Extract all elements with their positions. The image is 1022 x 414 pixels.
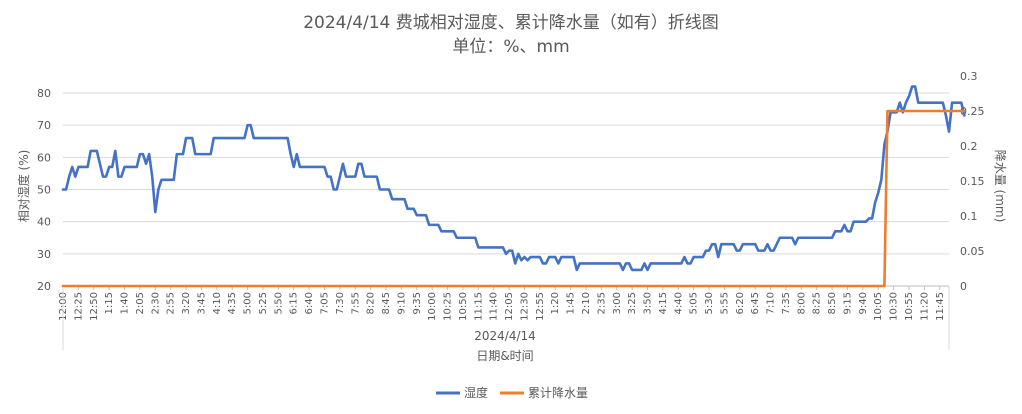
series-line-precipitation <box>61 109 966 288</box>
y-axis-right-ticks: 0 0.05 0.1 0.15 0.2 0.25 0.3 <box>960 70 985 293</box>
y-axis-left-ticks: 20 30 40 50 60 70 80 <box>37 87 51 293</box>
x-tick-label: 4:10 <box>212 292 223 314</box>
y-right-tick-label: 0.3 <box>960 70 978 83</box>
y-left-tick-label: 30 <box>37 248 51 261</box>
legend-label-precipitation: 累计降水量 <box>528 386 588 400</box>
y-left-tick-label: 80 <box>37 87 51 100</box>
x-tick-label: 5:00 <box>243 292 254 314</box>
x-tick-label: 2:55 <box>166 292 177 314</box>
x-tick-label: 9:35 <box>412 292 423 314</box>
x-tick-label: 9:40 <box>858 292 869 314</box>
y-right-tick-label: 0.2 <box>960 140 978 153</box>
x-tick-label: 5:05 <box>689 292 700 314</box>
x-tick-label: 7:35 <box>781 292 792 314</box>
x-tick-label: 1:15 <box>104 292 115 314</box>
x-tick-label: 2:30 <box>150 292 161 314</box>
x-tick-label: 6:40 <box>304 292 315 314</box>
y-right-tick-label: 0.1 <box>960 210 978 223</box>
series-layer <box>61 85 966 288</box>
x-tick-label: 10:30 <box>889 292 900 321</box>
y-axis-right-label: 降水量 (mm) <box>993 150 1007 223</box>
x-tick-label: 10:05 <box>873 292 884 321</box>
x-tick-label: 3:25 <box>627 292 638 314</box>
x-tick-label: 7:10 <box>766 292 777 314</box>
x-tick-label: 9:15 <box>842 292 853 314</box>
legend-label-humidity: 湿度 <box>464 385 488 400</box>
x-tick-label: 12:30 <box>519 292 530 321</box>
x-tick-label: 6:15 <box>289 292 300 314</box>
x-tick-label: 4:40 <box>673 292 684 314</box>
x-tick-label: 6:45 <box>750 292 761 314</box>
x-tick-label: 10:50 <box>458 292 469 321</box>
y-left-tick-label: 40 <box>37 216 51 229</box>
x-tick-label: 11:15 <box>473 292 484 321</box>
x-tick-label: 12:05 <box>504 292 515 321</box>
x-tick-label: 1:45 <box>566 292 577 314</box>
x-tick-label: 10:55 <box>904 292 915 321</box>
x-tick-label: 9:10 <box>396 292 407 314</box>
x-tick-label: 5:55 <box>719 292 730 314</box>
legend: 湿度 累计降水量 <box>436 385 588 400</box>
y-left-tick-label: 70 <box>37 119 51 132</box>
y-right-tick-label: 0.15 <box>960 175 985 188</box>
x-tick-label: 5:30 <box>704 292 715 314</box>
x-tick-label: 5:50 <box>273 292 284 314</box>
x-tick-label: 11:45 <box>935 292 946 321</box>
y-right-tick-label: 0.05 <box>960 245 985 258</box>
y-right-tick-label: 0.25 <box>960 105 985 118</box>
x-tick-label: 3:50 <box>643 292 654 314</box>
x-tick-label: 8:25 <box>812 292 823 314</box>
x-tick-label: 11:20 <box>919 292 930 321</box>
y-left-tick-label: 60 <box>37 151 51 164</box>
x-tick-label: 12:25 <box>73 292 84 321</box>
x-tick-label: 4:35 <box>227 292 238 314</box>
x-tick-label: 1:20 <box>550 292 561 314</box>
chart-subtitle: 单位：%、mm <box>452 37 569 57</box>
x-tick-label: 4:15 <box>658 292 669 314</box>
x-tick-label: 1:40 <box>120 292 131 314</box>
x-tick-label: 12:50 <box>89 292 100 321</box>
x-tick-label: 3:45 <box>196 292 207 314</box>
x-axis-label: 日期&时间 <box>476 349 533 363</box>
x-tick-label: 3:20 <box>181 292 192 314</box>
x-tick-label: 2:10 <box>581 292 592 314</box>
y-left-tick-label: 20 <box>37 280 51 293</box>
y-left-tick-label: 50 <box>37 184 51 197</box>
x-tick-label: 5:25 <box>258 292 269 314</box>
x-tick-label: 2:05 <box>135 292 146 314</box>
x-tick-label: 7:05 <box>319 292 330 314</box>
x-tick-label: 8:20 <box>366 292 377 314</box>
y-right-tick-label: 0 <box>960 280 967 293</box>
x-tick-label: 6:20 <box>735 292 746 314</box>
series-line-humidity <box>61 85 966 272</box>
y-axis-left-label: 相对湿度 (%) <box>16 150 31 223</box>
x-tick-label: 8:45 <box>381 292 392 314</box>
gridlines <box>63 92 949 287</box>
x-tick-label: 12:55 <box>535 292 546 321</box>
x-tick-label: 3:00 <box>612 292 623 314</box>
x-axis-group-label: 2024/4/14 <box>474 329 536 343</box>
x-tick-label: 7:55 <box>350 292 361 314</box>
x-tick-label: 2:35 <box>596 292 607 314</box>
x-tick-label: 10:25 <box>443 292 454 321</box>
x-tick-label: 8:50 <box>827 292 838 314</box>
x-tick-label: 7:30 <box>335 292 346 314</box>
x-tick-label: 11:40 <box>489 292 500 321</box>
chart-title: 2024/4/14 费城相对湿度、累计降水量（如有）折线图 <box>303 13 719 33</box>
x-tick-label: 8:00 <box>796 292 807 314</box>
x-tick-label: 10:00 <box>427 292 438 321</box>
x-axis-ticks: 12:0012:2512:501:151:402:052:302:553:203… <box>58 286 950 350</box>
